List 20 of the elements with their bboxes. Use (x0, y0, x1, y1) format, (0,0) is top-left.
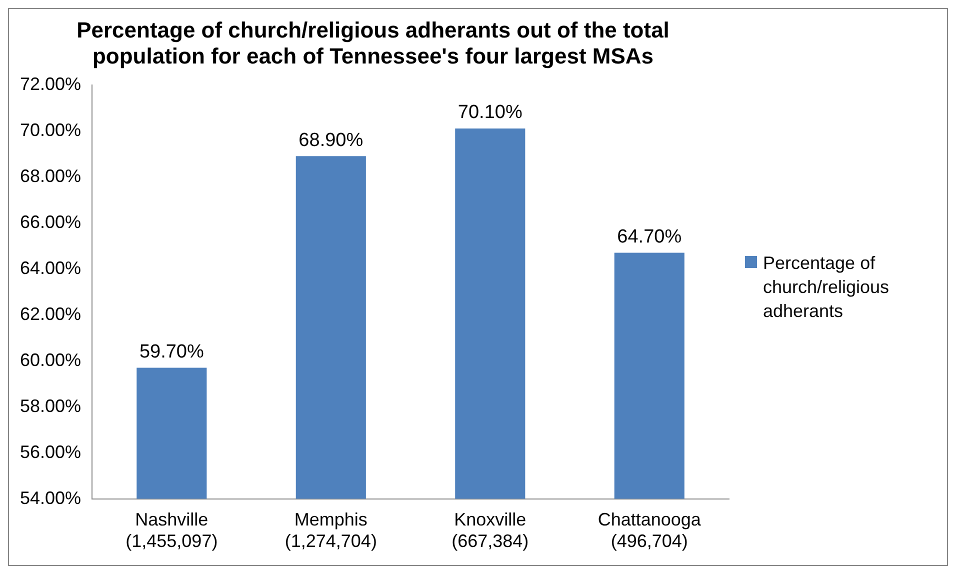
y-tick-label: 56.00% (20, 442, 82, 462)
y-tick-label: 58.00% (20, 396, 82, 416)
y-tick-label: 66.00% (20, 212, 82, 232)
x-tick-label: Knoxville (667,384) (452, 510, 529, 552)
y-tick-label: 72.00% (20, 74, 82, 94)
y-tick-label: 60.00% (20, 350, 82, 370)
x-tick-label: Nashville (1,455,097) (126, 510, 218, 552)
chart-title: Percentage of church/religious adherants out of the total population for each of Tennessee's four largest MSAs (76, 17, 670, 69)
data-label: 64.70% (617, 226, 682, 248)
x-tick-label: Chattanooga (496,704) (598, 510, 702, 552)
y-tick-label: 62.00% (20, 304, 82, 324)
data-label: 59.70% (139, 341, 204, 362)
y-tick-label: 70.00% (20, 120, 82, 140)
x-tick-label: Memphis (1,274,704) (284, 510, 377, 552)
y-tick-label: 64.00% (20, 258, 82, 278)
data-label: 68.90% (298, 130, 364, 151)
legend-label: Percentage of church/religious adherants (763, 252, 890, 323)
y-tick-label: 68.00% (20, 166, 82, 186)
data-label: 70.10% (458, 102, 522, 124)
y-tick-label: 54.00% (20, 488, 82, 508)
